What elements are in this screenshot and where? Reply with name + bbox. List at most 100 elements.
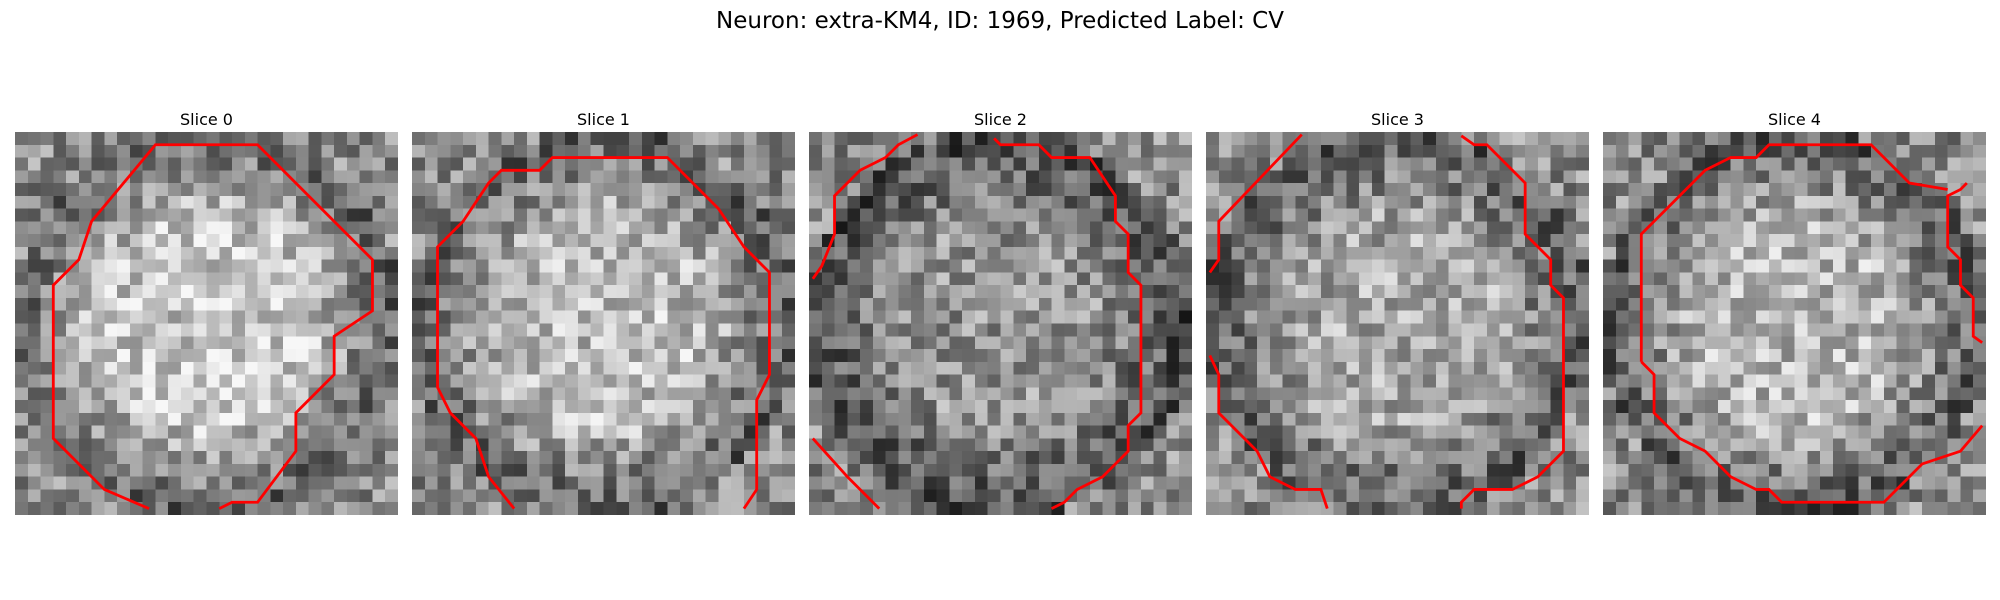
image-pixel: [1218, 425, 1232, 439]
image-pixel: [1140, 221, 1154, 235]
image-pixel: [1512, 272, 1526, 286]
image-pixel: [117, 451, 131, 465]
image-pixel: [1832, 361, 1846, 375]
image-pixel: [1397, 259, 1411, 273]
image-pixel: [923, 451, 937, 465]
image-pixel: [809, 400, 823, 414]
image-pixel: [359, 272, 373, 286]
image-pixel: [1423, 183, 1437, 197]
image-pixel: [1794, 272, 1808, 286]
image-pixel: [974, 157, 988, 171]
image-pixel: [142, 451, 156, 465]
image-pixel: [1308, 323, 1322, 337]
image-pixel: [66, 425, 80, 439]
image-pixel: [1883, 132, 1897, 146]
image-pixel: [1371, 412, 1385, 426]
image-pixel: [1756, 387, 1770, 401]
image-pixel: [539, 336, 553, 350]
image-pixel: [1435, 259, 1449, 273]
image-pixel: [463, 336, 477, 350]
image-pixel: [1128, 336, 1142, 350]
image-pixel: [782, 310, 795, 324]
image-pixel: [911, 285, 925, 299]
image-pixel: [53, 425, 67, 439]
image-pixel: [308, 451, 322, 465]
image-pixel: [923, 412, 937, 426]
image-pixel: [1384, 144, 1398, 158]
image-pixel: [206, 502, 220, 515]
image-pixel: [692, 425, 706, 439]
image-pixel: [1832, 451, 1846, 465]
image-pixel: [1206, 221, 1220, 235]
slice-image: [1603, 132, 1986, 515]
image-pixel: [1128, 425, 1142, 439]
image-pixel: [692, 221, 706, 235]
image-pixel: [1206, 336, 1220, 350]
image-pixel: [1871, 221, 1885, 235]
image-pixel: [1218, 170, 1232, 184]
image-pixel: [1051, 489, 1065, 503]
image-pixel: [692, 336, 706, 350]
image-pixel: [1692, 336, 1706, 350]
image-pixel: [180, 400, 194, 414]
image-pixel: [1359, 272, 1373, 286]
image-pixel: [809, 361, 823, 375]
image-pixel: [590, 323, 604, 337]
image-pixel: [731, 208, 745, 222]
image-pixel: [756, 208, 770, 222]
image-pixel: [834, 323, 848, 337]
image-pixel: [1128, 323, 1142, 337]
image-pixel: [359, 170, 373, 184]
image-pixel: [514, 400, 528, 414]
image-pixel: [1153, 502, 1167, 515]
image-pixel: [1692, 259, 1706, 273]
image-pixel: [66, 476, 80, 490]
image-pixel: [91, 221, 105, 235]
image-pixel: [526, 489, 540, 503]
image-pixel: [1922, 208, 1936, 222]
image-pixel: [962, 144, 976, 158]
image-pixel: [1244, 387, 1258, 401]
image-pixel: [565, 183, 579, 197]
image-pixel: [667, 336, 681, 350]
image-pixel: [743, 463, 757, 477]
image-pixel: [809, 297, 823, 311]
image-pixel: [1064, 323, 1078, 337]
image-pixel: [514, 157, 528, 171]
image-pixel: [1026, 144, 1040, 158]
image-pixel: [1641, 285, 1655, 299]
image-pixel: [437, 259, 451, 273]
image-pixel: [359, 132, 373, 146]
image-pixel: [1858, 476, 1872, 490]
image-pixel: [1333, 170, 1347, 184]
image-pixel: [334, 451, 348, 465]
image-pixel: [15, 144, 29, 158]
image-pixel: [1013, 157, 1027, 171]
image-pixel: [180, 323, 194, 337]
image-pixel: [155, 502, 169, 515]
image-pixel: [898, 323, 912, 337]
image-pixel: [565, 336, 579, 350]
image-pixel: [743, 361, 757, 375]
image-pixel: [1077, 323, 1091, 337]
image-pixel: [1384, 157, 1398, 171]
image-pixel: [1883, 310, 1897, 324]
image-pixel: [463, 144, 477, 158]
image-pixel: [898, 259, 912, 273]
image-pixel: [1333, 387, 1347, 401]
image-pixel: [1153, 285, 1167, 299]
image-pixel: [66, 132, 80, 146]
image-pixel: [117, 285, 131, 299]
image-pixel: [1295, 463, 1309, 477]
image-pixel: [1051, 272, 1065, 286]
image-pixel: [372, 183, 386, 197]
image-pixel: [1448, 195, 1462, 209]
image-pixel: [1896, 272, 1910, 286]
image-pixel: [1410, 170, 1424, 184]
image-pixel: [1603, 157, 1617, 171]
image-pixel: [1397, 463, 1411, 477]
image-pixel: [1705, 183, 1719, 197]
image-pixel: [1705, 246, 1719, 260]
image-pixel: [1768, 476, 1782, 490]
image-pixel: [1499, 400, 1513, 414]
